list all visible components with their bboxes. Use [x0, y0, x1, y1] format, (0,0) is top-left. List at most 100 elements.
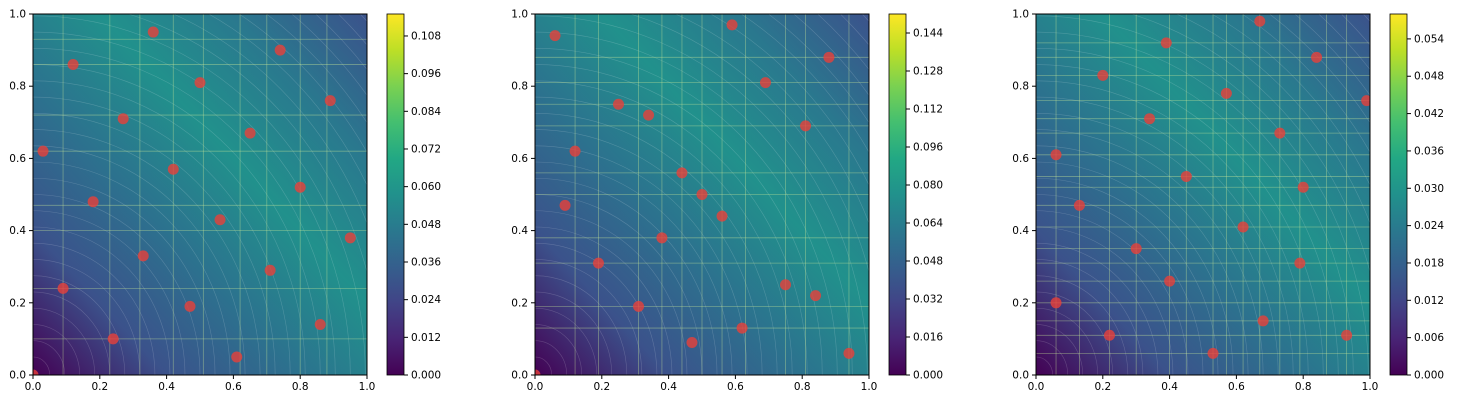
data-points: [535, 19, 855, 375]
data-point: [1103, 329, 1115, 341]
contour-line: [1036, 177, 1219, 375]
contour-line: [33, 177, 216, 375]
data-point: [1361, 95, 1370, 107]
contour-line: [535, 340, 568, 375]
data-point: [1073, 199, 1085, 211]
contour-line: [740, 14, 869, 154]
colorbar-tick-label: 0.012: [1414, 295, 1444, 307]
colorbar-gradient: [1389, 13, 1408, 376]
data-point: [810, 290, 822, 302]
contour-line: [535, 96, 793, 375]
data-point: [184, 300, 196, 312]
data-point: [274, 44, 286, 56]
contour-line: [1036, 356, 1053, 375]
contour-line: [535, 129, 763, 375]
contour-line: [1036, 129, 1264, 375]
contour-line: [33, 161, 231, 375]
data-point: [137, 250, 149, 262]
y-tick-label: 0.4: [511, 225, 528, 237]
data-point: [147, 26, 159, 38]
colorbar-tick-label: 0.112: [913, 104, 943, 116]
x-tick-label: 0.8: [292, 381, 309, 393]
contour-line: [839, 14, 869, 46]
contour-line: [1036, 210, 1189, 375]
data-point: [1050, 149, 1062, 161]
contour-line: [767, 14, 869, 124]
contour-line: [33, 324, 81, 375]
data-point: [800, 120, 812, 132]
contour-line: [127, 14, 367, 274]
data-point: [57, 282, 69, 294]
data-point: [1294, 257, 1306, 269]
contour-line: [535, 291, 613, 375]
contour-line: [1362, 14, 1370, 22]
contour-line: [337, 14, 367, 46]
contour-line: [33, 307, 96, 375]
colorbar-tick-label: 0.072: [411, 143, 441, 155]
colorbar-tick-label: 0.064: [913, 218, 943, 230]
contour-line: [1036, 161, 1234, 375]
contour-line: [33, 112, 276, 375]
contour-line: [1036, 80, 1309, 375]
colorbar-tick-label: 0.096: [913, 142, 943, 154]
contour-line: [1036, 31, 1354, 375]
x-tick-label: 1.0: [861, 381, 878, 393]
x-tick-label: 0.2: [1094, 381, 1111, 393]
y-tick-label: 0.2: [511, 297, 528, 309]
contour-line: [33, 47, 336, 375]
data-point: [726, 19, 738, 31]
y-tick-label: 1.0: [511, 9, 528, 21]
axis-ticks: 0.0 0.2 0.4 0.6 0.8 1.0 0.0 0.2 0.4 0.6 0.8 1.0: [511, 9, 877, 394]
contour-line: [1294, 14, 1370, 96]
data-point: [780, 279, 791, 291]
contour-line: [535, 161, 733, 375]
colorbar: 0.000 0.016 0.032 0.048 0.064 0.080 0.096 0.112…: [888, 13, 943, 382]
colorbar-tick-label: 0.024: [411, 294, 441, 306]
x-tick-label: 0.8: [794, 381, 811, 393]
y-tick-label: 1.0: [1012, 9, 1029, 21]
contour-line: [265, 14, 367, 124]
contour-line: [33, 15, 366, 375]
contour-line: [33, 340, 66, 375]
data-point: [314, 318, 326, 330]
x-tick-label: 0.4: [158, 381, 175, 393]
y-tick-label: 0.2: [9, 297, 26, 309]
contour-line: [172, 14, 367, 225]
colorbar-tick-label: 0.048: [411, 219, 441, 231]
chart-panel-2: 0.0 0.2 0.4 0.6 0.8 1.0 0.0 0.2 0.4 0.6 0.8 1.0 0.00…: [511, 9, 943, 394]
colorbar-tick-label: 0.006: [1414, 332, 1444, 344]
contour-line: [33, 96, 291, 375]
contour-line: [535, 210, 688, 375]
contour-line: [33, 259, 141, 375]
contour-field: [1036, 14, 1370, 375]
data-point: [569, 145, 581, 157]
contour-line: [1036, 340, 1069, 375]
colorbar-tick-label: 0.000: [411, 370, 441, 382]
contour-line: [1036, 47, 1339, 375]
contour-line: [793, 14, 869, 96]
y-tick-label: 0.8: [9, 81, 26, 93]
x-tick-label: 0.6: [225, 381, 242, 393]
y-tick-label: 0.4: [9, 225, 26, 237]
chart-panel-1: 0.0 0.2 0.4 0.6 0.8 1.0 0.0 0.2 0.4 0.6 0.8 1.0 0.00…: [9, 9, 441, 394]
data-point: [37, 145, 49, 157]
data-point: [344, 232, 356, 244]
data-point: [1207, 347, 1219, 359]
contour-line: [1036, 96, 1294, 375]
data-point: [1237, 221, 1249, 233]
contour-line: [1036, 275, 1129, 375]
y-tick-label: 0.2: [1012, 297, 1029, 309]
data-point: [592, 257, 604, 269]
y-tick-label: 0.0: [1012, 370, 1029, 382]
x-tick-label: 1.0: [359, 381, 376, 393]
y-tick-label: 0.6: [1012, 153, 1029, 165]
contour-line: [1340, 14, 1370, 46]
contour-line: [1318, 14, 1370, 71]
contour-line: [1036, 324, 1084, 375]
contour-line: [33, 226, 171, 375]
contour-field: [535, 14, 869, 375]
contour-line: [629, 14, 869, 274]
x-tick-label: 0.6: [1228, 381, 1245, 393]
contour-line: [33, 242, 156, 375]
contour-line: [33, 129, 261, 375]
